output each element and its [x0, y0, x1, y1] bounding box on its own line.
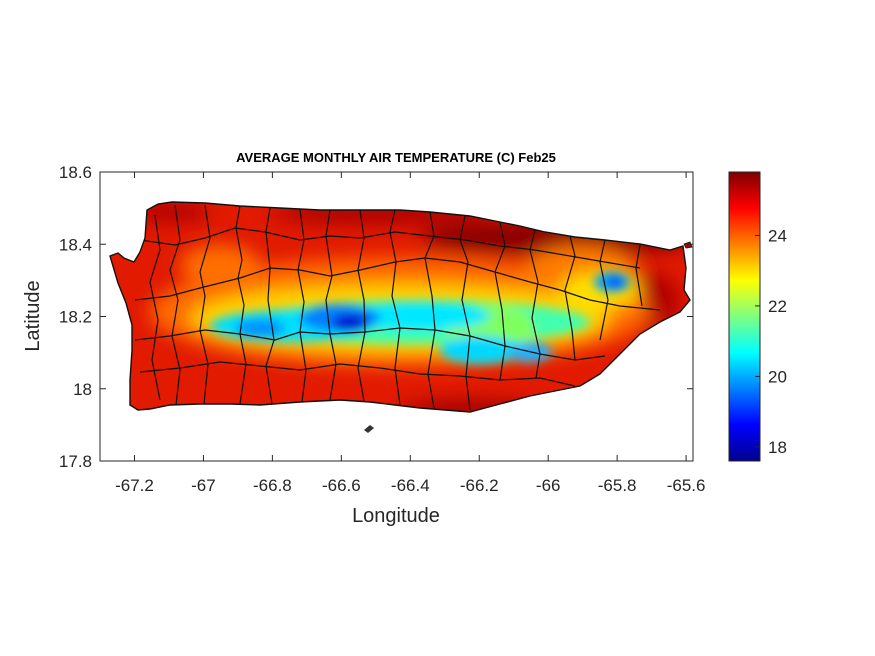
islet: [364, 425, 374, 433]
x-tick-label: -66.6: [322, 476, 361, 495]
x-tick-label: -65.8: [598, 476, 637, 495]
x-tick-label: -67.2: [115, 476, 154, 495]
colorbar-tick-label: 24: [768, 226, 787, 245]
colorbar-tick-label: 22: [768, 297, 787, 316]
colorbar-tick-label: 20: [768, 367, 787, 386]
y-axis-title: Latitude: [22, 280, 44, 351]
x-tick-label: -67: [191, 476, 216, 495]
islet: [683, 241, 693, 249]
temperature-field: [110, 202, 690, 412]
colorbar: [728, 171, 761, 462]
colorbar-axis: 18 20 22 24: [755, 226, 787, 457]
x-tick-label: -66: [536, 476, 561, 495]
y-tick-label: 18.6: [59, 163, 92, 182]
y-tick-label: 18.4: [59, 235, 92, 254]
y-axis: 18.6 18.4 18.2 18 17.8: [59, 163, 693, 471]
y-tick-label: 17.8: [59, 452, 92, 471]
y-tick-label: 18: [73, 380, 92, 399]
municipality-boundaries: [134, 204, 661, 411]
x-axis-title: Longitude: [352, 505, 440, 527]
y-tick-label: 18.2: [59, 308, 92, 327]
x-tick-label: -66.8: [253, 476, 292, 495]
colorbar-tick-label: 18: [768, 438, 787, 457]
x-tick-label: -66.4: [391, 476, 430, 495]
x-tick-label: -66.2: [460, 476, 499, 495]
plot-title: AVERAGE MONTHLY AIR TEMPERATURE (C) Feb2…: [236, 150, 556, 165]
x-tick-label: -65.6: [667, 476, 706, 495]
x-axis: -67.2 -67 -66.8 -66.6 -66.4 -66.2 -66 -65.8 -65.…: [115, 172, 705, 495]
